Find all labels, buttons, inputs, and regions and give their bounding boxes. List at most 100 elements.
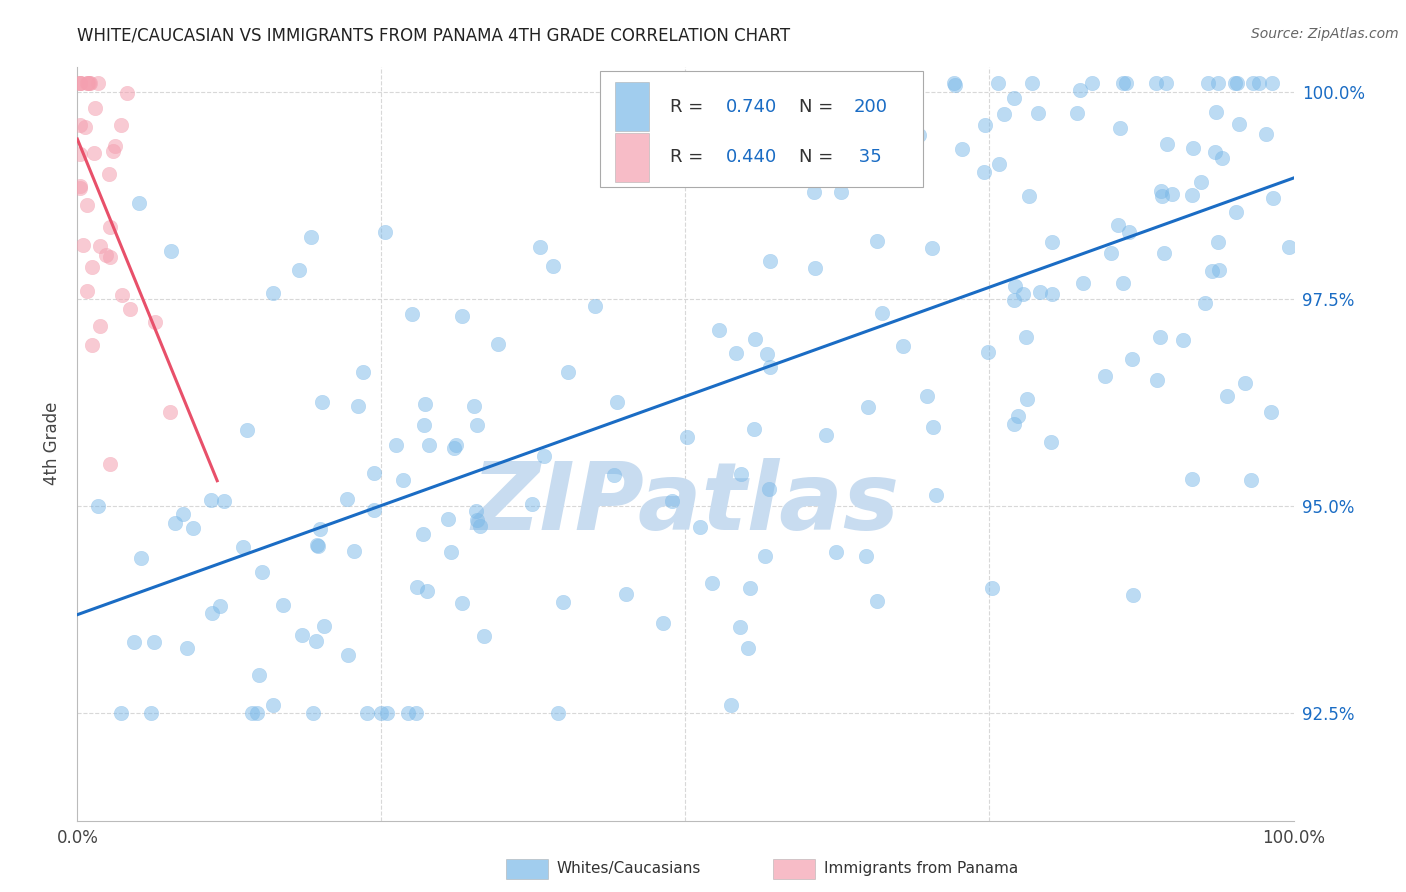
- Point: [465, 504, 488, 518]
- Point: [1227, 116, 1250, 130]
- Point: [401, 307, 423, 321]
- Point: [803, 185, 825, 199]
- Point: [541, 259, 564, 273]
- Point: [77, 77, 100, 91]
- Point: [668, 146, 690, 161]
- Point: [973, 165, 995, 179]
- Point: [754, 549, 776, 563]
- Text: Immigrants from Panama: Immigrants from Panama: [824, 862, 1018, 876]
- Point: [356, 706, 378, 720]
- Point: [143, 315, 166, 329]
- Point: [122, 634, 145, 648]
- Point: [993, 106, 1015, 120]
- Point: [240, 706, 263, 720]
- Point: [100, 458, 122, 472]
- Point: [79, 77, 101, 91]
- Point: [744, 157, 766, 171]
- Bar: [614, 82, 650, 131]
- Point: [720, 698, 742, 712]
- Point: [128, 196, 150, 211]
- Text: Whites/Caucasians: Whites/Caucasians: [557, 862, 702, 876]
- Point: [336, 648, 359, 662]
- Point: [1112, 77, 1135, 91]
- Point: [412, 527, 434, 541]
- Point: [232, 540, 254, 554]
- Point: [1108, 120, 1130, 135]
- Point: [866, 234, 889, 248]
- Point: [110, 118, 132, 132]
- Text: R =: R =: [669, 148, 709, 166]
- Point: [557, 365, 579, 379]
- Point: [143, 635, 166, 649]
- Point: [977, 345, 1000, 359]
- Point: [943, 78, 966, 93]
- Point: [1161, 187, 1184, 202]
- Point: [412, 417, 434, 432]
- Point: [630, 77, 652, 91]
- Point: [1226, 77, 1249, 91]
- Point: [824, 545, 846, 559]
- Point: [89, 239, 111, 253]
- Point: [820, 155, 842, 169]
- Point: [301, 230, 323, 244]
- Point: [815, 171, 838, 186]
- Point: [804, 260, 827, 275]
- Point: [921, 241, 943, 255]
- Point: [759, 359, 782, 374]
- Point: [614, 587, 637, 601]
- Point: [301, 706, 323, 720]
- Point: [235, 424, 257, 438]
- Point: [118, 302, 141, 317]
- Point: [1240, 473, 1263, 487]
- Point: [915, 389, 938, 403]
- Point: [396, 706, 419, 720]
- Point: [176, 641, 198, 656]
- Point: [1004, 278, 1026, 293]
- Point: [363, 503, 385, 517]
- Point: [988, 157, 1011, 171]
- Point: [870, 305, 893, 319]
- Point: [728, 620, 751, 634]
- Point: [373, 225, 395, 239]
- Point: [1002, 417, 1025, 431]
- Point: [439, 544, 461, 558]
- Point: [343, 544, 366, 558]
- Point: [1256, 128, 1278, 142]
- Point: [1249, 77, 1271, 91]
- Point: [385, 438, 408, 452]
- Point: [738, 581, 761, 595]
- Point: [1018, 188, 1040, 202]
- Point: [1015, 392, 1038, 406]
- Point: [307, 537, 329, 551]
- Point: [1069, 83, 1091, 97]
- Point: [406, 580, 429, 594]
- Point: [1208, 263, 1230, 277]
- Point: [444, 438, 467, 452]
- Point: [974, 118, 997, 132]
- Point: [314, 619, 336, 633]
- Point: [103, 144, 125, 158]
- Point: [87, 500, 110, 514]
- Text: Source: ZipAtlas.com: Source: ZipAtlas.com: [1251, 27, 1399, 41]
- Point: [744, 332, 766, 346]
- Point: [1121, 352, 1143, 367]
- Point: [676, 430, 699, 444]
- Point: [76, 77, 98, 91]
- Point: [98, 250, 121, 264]
- Text: N =: N =: [799, 98, 838, 116]
- Point: [69, 181, 91, 195]
- Text: ZIPatlas: ZIPatlas: [471, 458, 900, 550]
- Point: [1029, 285, 1052, 300]
- Point: [742, 421, 765, 435]
- Point: [987, 77, 1010, 91]
- Point: [606, 394, 628, 409]
- Point: [1260, 405, 1282, 419]
- Point: [1118, 225, 1140, 239]
- Point: [87, 77, 110, 91]
- Text: N =: N =: [799, 148, 838, 166]
- Point: [1021, 77, 1043, 91]
- Point: [1039, 434, 1062, 449]
- Point: [1094, 369, 1116, 384]
- Point: [737, 641, 759, 656]
- Point: [1223, 77, 1246, 91]
